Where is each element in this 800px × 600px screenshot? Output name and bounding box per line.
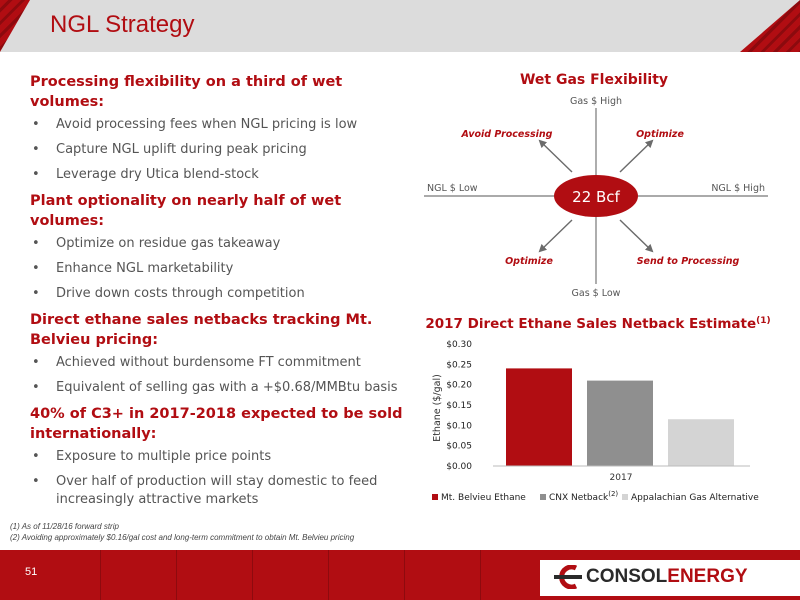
y-tick-label: $0.20 <box>446 381 472 391</box>
bullet-list: Avoid processing fees when NGL pricing i… <box>30 116 405 184</box>
footnote-2: (2) Avoiding approximately $0.16/gal cos… <box>10 533 355 542</box>
center-node-label: 22 Bcf <box>572 188 620 206</box>
footer-divider <box>328 550 329 600</box>
footnotes: (1) As of 11/28/16 forward strip (2) Avo… <box>10 521 354 543</box>
footnote-1: (1) As of 11/28/16 forward strip <box>10 522 119 531</box>
quadrant-label-top-right: Optimize <box>636 129 684 140</box>
y-tick-label: $0.00 <box>446 462 472 472</box>
bullet-item: Enhance NGL marketability <box>30 260 405 278</box>
wet-gas-flexibility-diagram: Wet Gas Flexibility Gas $ High Gas $ Low… <box>424 72 768 299</box>
footer-divider <box>176 550 177 600</box>
legend-swatch-mt-belvieu <box>432 494 438 500</box>
y-tick-label: $0.15 <box>446 401 472 411</box>
legend-label-cnx-netback: CNX Netback(2) <box>549 490 618 503</box>
legend-swatch-appalachian <box>622 494 628 500</box>
left-column: Processing flexibility on a third of wet… <box>30 68 405 516</box>
page-number: 51 <box>25 566 38 578</box>
quadrant-label-bottom-left: Optimize <box>505 256 553 267</box>
chart-legend: Mt. Belvieu Ethane CNX Netback(2) Appala… <box>432 490 759 503</box>
section-heading: 40% of C3+ in 2017-2018 expected to be s… <box>30 406 403 442</box>
logo-background <box>540 560 800 596</box>
ethane-netback-chart: 2017 Direct Ethane Sales Netback Estimat… <box>425 316 770 503</box>
bar-cnx-netback <box>587 380 653 466</box>
diagram-title: Wet Gas Flexibility <box>520 72 668 88</box>
axis-label-right: NGL $ High <box>711 183 765 194</box>
center-node <box>554 175 638 217</box>
section-heading: Processing flexibility on a third of wet… <box>30 74 343 110</box>
quadrant-label-bottom-right: Send to Processing <box>637 256 740 267</box>
section-heading: Direct ethane sales netbacks tracking Mt… <box>30 312 373 348</box>
legend-label-mt-belvieu: Mt. Belvieu Ethane <box>441 493 526 503</box>
arrow-top-left <box>538 139 573 173</box>
quadrant-label-top-left: Avoid Processing <box>460 129 552 140</box>
page-title: NGL Strategy <box>50 11 195 38</box>
footer-divider <box>252 550 253 600</box>
y-axis-ticks: $0.00 $0.05 $0.10 $0.15 $0.20 $0.25 $0.30 <box>446 340 472 472</box>
arrow-bottom-left <box>538 219 573 253</box>
bullet-list: Achieved without burdensome FT commitmen… <box>30 354 405 397</box>
bullet-item: Achieved without burdensome FT commitmen… <box>30 354 405 372</box>
header-bar: NGL Strategy <box>0 0 800 52</box>
axis-label-top: Gas $ High <box>570 96 622 107</box>
bullet-item: Exposure to multiple price points <box>30 448 405 466</box>
company-logo: CONSOLENERGY <box>586 566 748 587</box>
bullet-item: Avoid processing fees when NGL pricing i… <box>30 116 405 134</box>
section-ethane-sales: Direct ethane sales netbacks tracking Mt… <box>30 310 405 397</box>
arrow-top-right <box>619 139 654 173</box>
footer-divider <box>404 550 405 600</box>
bar-appalachian-gas-alternative <box>668 419 734 466</box>
y-axis-label: Ethane ($/gal) <box>432 374 443 442</box>
footer-divider <box>480 550 481 600</box>
section-processing: Processing flexibility on a third of wet… <box>30 72 405 184</box>
bullet-item: Drive down costs through competition <box>30 285 405 303</box>
bullet-item: Leverage dry Utica blend-stock <box>30 166 405 184</box>
chart-title: 2017 Direct Ethane Sales Netback Estimat… <box>425 316 770 332</box>
section-c3-exports: 40% of C3+ in 2017-2018 expected to be s… <box>30 404 405 509</box>
bullet-item: Capture NGL uplift during peak pricing <box>30 141 405 159</box>
axis-label-left: NGL $ Low <box>427 183 478 194</box>
section-heading: Plant optionality on nearly half of wet … <box>30 193 342 229</box>
axis-label-bottom: Gas $ Low <box>572 288 621 299</box>
y-tick-label: $0.05 <box>446 442 472 452</box>
y-tick-label: $0.25 <box>446 360 472 370</box>
footer-divider <box>100 550 101 600</box>
bullet-item: Equivalent of selling gas with a +$0.68/… <box>30 379 405 397</box>
x-tick-label: 2017 <box>610 473 633 483</box>
bullet-list: Exposure to multiple price points Over h… <box>30 448 405 509</box>
section-plant-optionality: Plant optionality on nearly half of wet … <box>30 191 405 303</box>
y-tick-label: $0.10 <box>446 421 472 431</box>
bar-mt-belvieu-ethane <box>506 368 572 466</box>
bullet-item: Optimize on residue gas takeaway <box>30 235 405 253</box>
legend-label-appalachian: Appalachian Gas Alternative <box>631 493 759 503</box>
bar-group <box>506 368 734 466</box>
header-stripe-left <box>0 0 30 52</box>
arrow-bottom-right <box>619 219 654 253</box>
consol-logo-mark-icon <box>554 565 582 589</box>
legend-swatch-cnx-netback <box>540 494 546 500</box>
bullet-item: Over half of production will stay domest… <box>30 473 405 509</box>
header-stripe-right <box>740 0 800 52</box>
y-tick-label: $0.30 <box>446 340 472 350</box>
bullet-list: Optimize on residue gas takeaway Enhance… <box>30 235 405 303</box>
